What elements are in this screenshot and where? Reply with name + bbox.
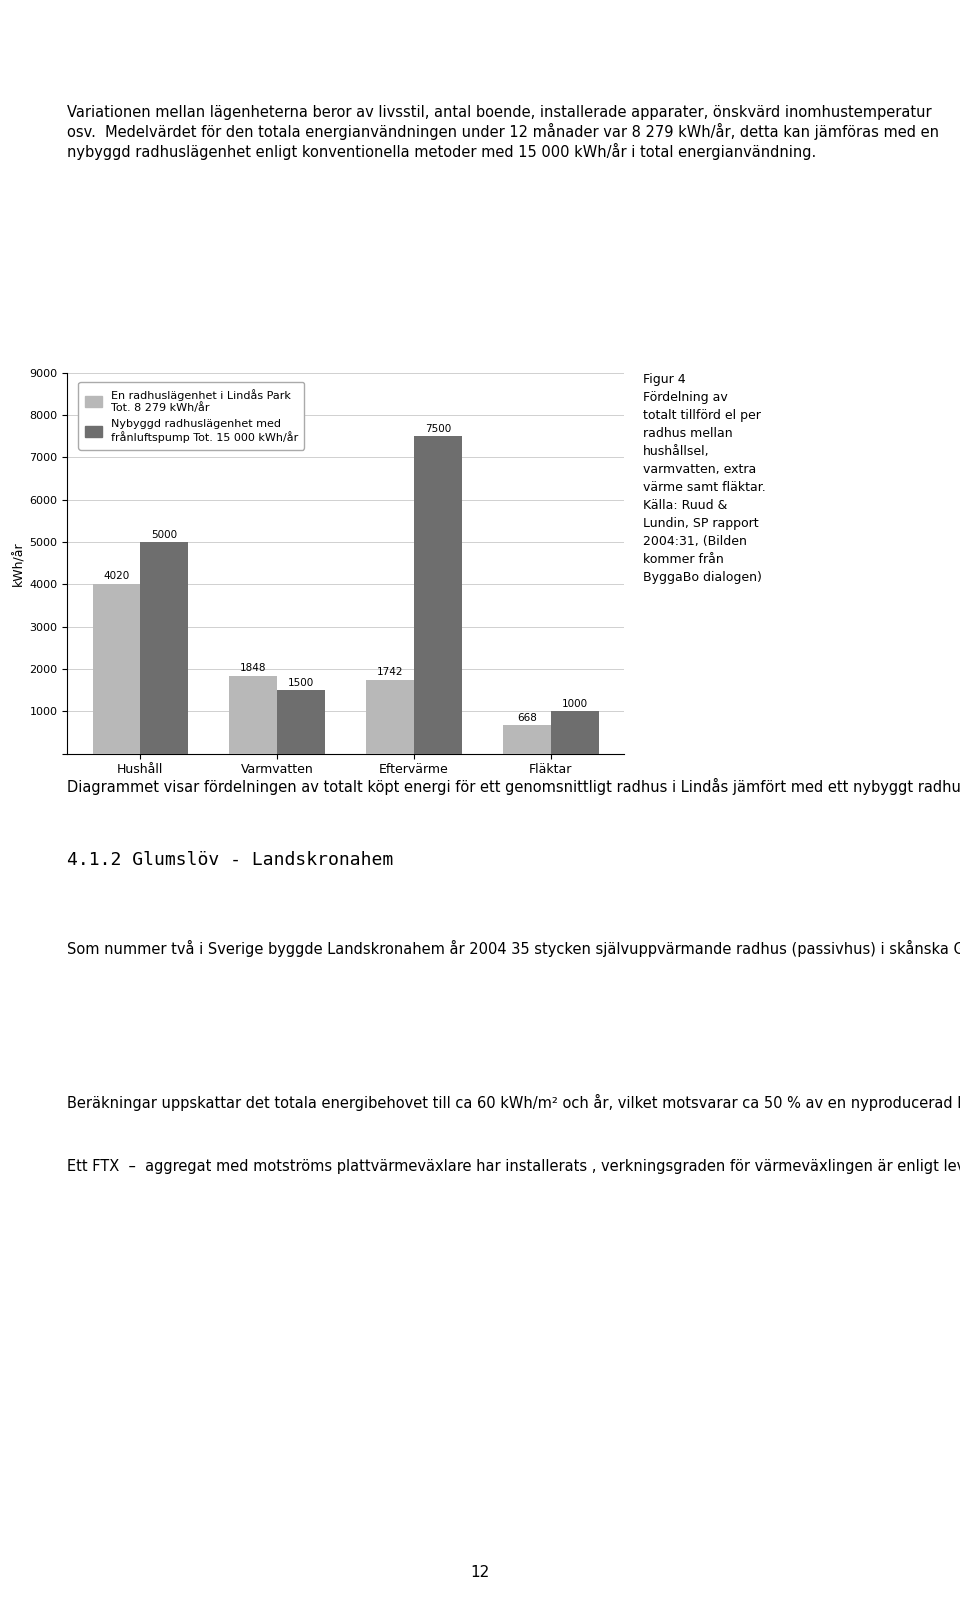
Bar [414, 436, 462, 754]
Text: 7500: 7500 [425, 423, 451, 434]
Text: 4.1.2 Glumslöv - Landskronahem: 4.1.2 Glumslöv - Landskronahem [67, 851, 394, 869]
Bar [140, 541, 188, 754]
Text: 4020: 4020 [104, 571, 130, 580]
Text: 1000: 1000 [562, 699, 588, 708]
Bar [92, 584, 140, 754]
Text: Som nummer två i Sverige byggde Landskronahem år 2004 35 stycken självuppvärmand: Som nummer två i Sverige byggde Landskro… [67, 940, 960, 956]
Text: Ett FTX  –  aggregat med motströms plattvärmeväxlare har installerats , verkning: Ett FTX – aggregat med motströms plattvä… [67, 1159, 960, 1174]
Text: 668: 668 [516, 713, 537, 723]
Bar [503, 726, 551, 754]
Text: 5000: 5000 [152, 530, 178, 540]
Bar [229, 676, 277, 754]
Y-axis label: kWh/år: kWh/år [12, 541, 25, 585]
Text: Figur 4
Fördelning av
totalt tillförd el per
radhus mellan
hushållsel,
varmvatte: Figur 4 Fördelning av totalt tillförd el… [643, 373, 766, 584]
Text: 1500: 1500 [288, 678, 314, 687]
Bar [277, 691, 325, 754]
Text: 12: 12 [470, 1566, 490, 1580]
Bar [551, 712, 599, 754]
Text: 1742: 1742 [377, 668, 403, 678]
Text: 1848: 1848 [240, 663, 267, 673]
Text: Diagrammet visar fördelningen av totalt köpt energi för ett genomsnittligt radhu: Diagrammet visar fördelningen av totalt … [67, 778, 960, 794]
Text: Beräkningar uppskattar det totala energibehovet till ca 60 kWh/m² och år, vilket: Beräkningar uppskattar det totala energi… [67, 1094, 960, 1110]
Text: Variationen mellan lägenheterna beror av livsstil, antal boende, installerade ap: Variationen mellan lägenheterna beror av… [67, 105, 939, 160]
Bar [366, 681, 414, 754]
Legend: En radhuslägenhet i Lindås Park
Tot. 8 279 kWh/år, Nybyggd radhuslägenhet med
fr: En radhuslägenhet i Lindås Park Tot. 8 2… [79, 383, 304, 449]
